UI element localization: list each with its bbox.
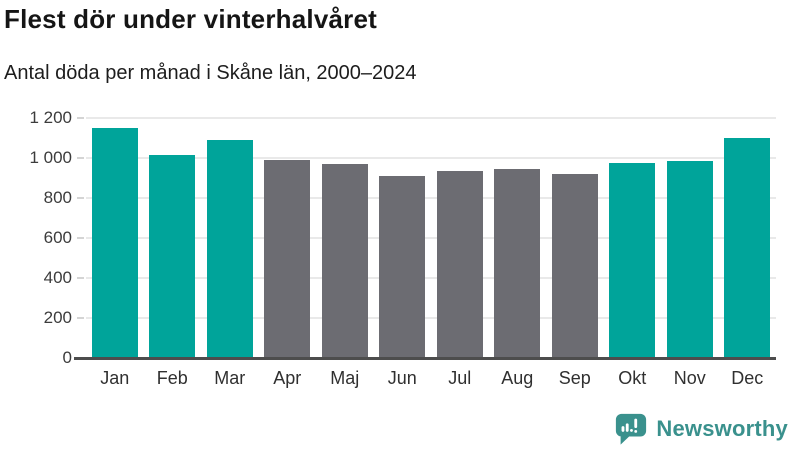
y-axis-tick (77, 117, 84, 119)
x-axis-label: Maj (330, 368, 360, 388)
y-axis-label: 1 000 (29, 148, 72, 167)
bar-feb (149, 155, 196, 358)
y-axis-label: 200 (43, 308, 72, 327)
y-axis-label: 600 (43, 228, 72, 247)
x-axis-label: Okt (618, 368, 647, 388)
y-axis-tick (77, 197, 84, 199)
newsworthy-logo-text: Newsworthy (656, 416, 788, 441)
bar-jun (379, 176, 426, 358)
bar-slot (604, 118, 662, 358)
x-axis-label: Apr (273, 368, 302, 388)
page-subtitle: Antal döda per månad i Skåne län, 2000–2… (4, 62, 417, 84)
bar-jul (436, 171, 483, 358)
bar-slot (259, 118, 317, 358)
x-axis-label: Nov (673, 368, 706, 388)
y-axis-label: 0 (62, 348, 72, 367)
bar-nov (666, 161, 713, 358)
gridline (86, 277, 776, 279)
newsworthy-logo[interactable]: Newsworthy (614, 412, 788, 446)
y-axis-label: 1 200 (29, 108, 72, 127)
bar-slot (719, 118, 777, 358)
x-axis-label: Aug (501, 368, 534, 388)
gridline (86, 317, 776, 319)
y-axis: 0 200 400 600 800 1 000 1 200 (0, 108, 72, 367)
plot-area (74, 117, 776, 360)
bar-slot (489, 118, 547, 358)
bar-slot (546, 118, 604, 358)
y-axis-label: 800 (43, 188, 72, 207)
bar-slot (374, 118, 432, 358)
y-axis-tick (77, 317, 84, 319)
x-axis-label: Jun (387, 368, 417, 388)
bar-dec (724, 138, 771, 358)
gridline (86, 197, 776, 199)
x-axis-label: Jul (448, 368, 472, 388)
bar-slot (86, 118, 144, 358)
y-axis-tick (77, 157, 84, 159)
y-axis-tick (77, 237, 84, 239)
bar-sep (551, 174, 598, 358)
y-axis-tick (77, 277, 84, 279)
bar-aug (494, 169, 541, 358)
x-axis-line (74, 357, 776, 360)
bars-container (86, 118, 776, 358)
bar-slot (661, 118, 719, 358)
bar-slot (431, 118, 489, 358)
x-axis-label: Jan (100, 368, 130, 388)
newsworthy-speech-bubble-chart-icon (614, 412, 648, 446)
x-axis-label: Mar (214, 368, 246, 388)
bar-jan (91, 128, 138, 358)
gridline (86, 157, 776, 159)
bar-apr (264, 160, 311, 358)
x-axis-label: Sep (558, 368, 591, 388)
bar-slot (201, 118, 259, 358)
bar-maj (321, 164, 368, 358)
bar-okt (609, 163, 656, 358)
x-axis-label: Dec (731, 368, 764, 388)
bar-mar (206, 140, 253, 358)
page-title: Flest dör under vinterhalvåret (4, 4, 377, 34)
bar-slot (316, 118, 374, 358)
gridline (86, 237, 776, 239)
y-axis-label: 400 (43, 268, 72, 287)
x-axis-label: Feb (156, 368, 188, 388)
bar-slot (144, 118, 202, 358)
x-axis: Jan Feb Mar Apr Maj Jun Jul Aug Sep Okt Nov Dec (86, 368, 776, 389)
gridline (86, 117, 776, 119)
